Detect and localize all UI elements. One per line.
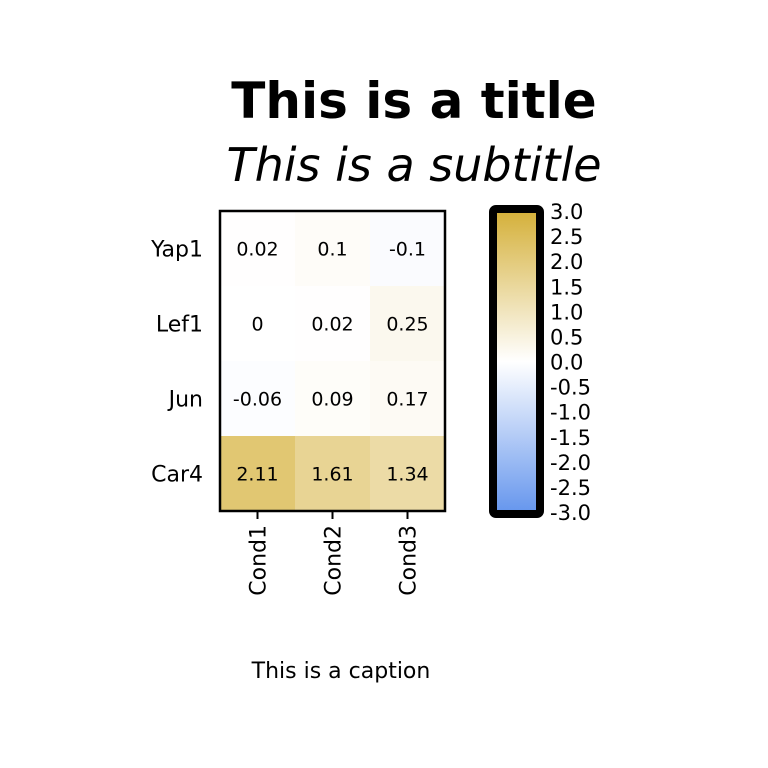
colorbar-tick-label: -0.5: [550, 376, 591, 400]
heatmap-cell: [295, 286, 370, 361]
cell-value-label: 1.34: [386, 464, 428, 486]
colorbar: [489, 205, 544, 518]
column-label: Cond2: [322, 525, 347, 596]
column-labels: Cond1 Cond2 Cond3: [247, 511, 422, 596]
heatmap-cells: 0.02 0.1 -0.1 0 0.02 0.25 -0.06 0.09 0.17 2.11 1.6…: [220, 211, 445, 511]
heatmap-cell: [370, 211, 445, 286]
heatmap-cell: [295, 361, 370, 436]
cell-value-label: 0: [251, 314, 263, 336]
row-label: Car4: [151, 463, 203, 488]
cell-value-label: -0.1: [389, 239, 426, 261]
colorbar-tick-label: 3.0: [550, 200, 583, 224]
colorbar-tick-label: -2.0: [550, 451, 591, 475]
colorbar-tick-label: 0.0: [550, 351, 583, 375]
colorbar-legend: 3.02.52.01.51.00.50.0-0.5-1.0-1.5-2.0-2.…: [489, 200, 591, 525]
heatmap-cell: [295, 436, 370, 511]
cell-value-label: 0.02: [236, 239, 278, 261]
heatmap-cell: [220, 211, 295, 286]
chart-title: This is a title: [231, 72, 597, 130]
heatmap-cell: [370, 361, 445, 436]
colorbar-tick-label: 2.5: [550, 225, 583, 249]
colorbar-tick-label: -2.5: [550, 476, 591, 500]
heatmap-cell: [370, 286, 445, 361]
heatmap-cell: [370, 436, 445, 511]
row-labels: Yap1 Lef1 Jun Car4: [150, 238, 203, 488]
cell-value-label: 2.11: [236, 464, 278, 486]
colorbar-tick-label: 0.5: [550, 325, 583, 349]
row-label: Jun: [167, 388, 203, 413]
colorbar-tick-label: -3.0: [550, 501, 591, 525]
colorbar-tick-label: 1.0: [550, 300, 583, 324]
heatmap-cell: [220, 361, 295, 436]
row-label: Yap1: [150, 238, 203, 263]
colorbar-tick-label: -1.0: [550, 401, 591, 425]
cell-value-label: 0.02: [311, 314, 353, 336]
cell-value-label: 1.61: [311, 464, 353, 486]
cell-value-label: -0.06: [233, 389, 282, 411]
heatmap-cell: [295, 211, 370, 286]
column-label: Cond1: [247, 525, 272, 596]
colorbar-tick-label: 2.0: [550, 250, 583, 274]
cell-value-label: 0.17: [386, 389, 428, 411]
cell-value-label: 0.09: [311, 389, 353, 411]
colorbar-tick-label: -1.5: [550, 426, 591, 450]
heatmap-cell: [220, 286, 295, 361]
colorbar-tick-label: 1.5: [550, 275, 583, 299]
cell-value-label: 0.1: [317, 239, 347, 261]
column-label: Cond3: [397, 525, 422, 596]
chart-subtitle: This is a subtitle: [226, 138, 602, 192]
cell-value-label: 0.25: [386, 314, 428, 336]
chart-caption: This is a caption: [251, 659, 431, 684]
heatmap-cell: [220, 436, 295, 511]
row-label: Lef1: [156, 313, 203, 338]
